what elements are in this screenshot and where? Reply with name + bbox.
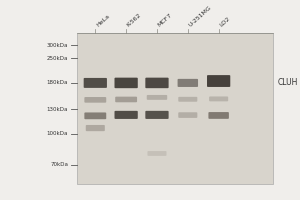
FancyBboxPatch shape [178,112,197,118]
FancyBboxPatch shape [84,97,106,103]
FancyBboxPatch shape [84,78,107,88]
Text: 130kDa: 130kDa [46,107,68,112]
FancyBboxPatch shape [115,97,137,102]
Text: CLUH: CLUH [278,78,298,87]
FancyBboxPatch shape [178,97,197,102]
FancyBboxPatch shape [145,111,169,119]
Bar [77,33,273,184]
Text: 70kDa: 70kDa [50,162,68,167]
Text: U-251MG: U-251MG [188,4,212,27]
Text: MCF7: MCF7 [157,12,173,27]
FancyBboxPatch shape [86,125,105,131]
FancyBboxPatch shape [147,95,167,100]
Text: K-562: K-562 [126,12,142,27]
FancyBboxPatch shape [145,78,169,88]
Text: LO2: LO2 [219,16,231,27]
Text: HeLa: HeLa [95,13,110,27]
Text: 300kDa: 300kDa [46,43,68,48]
Text: 180kDa: 180kDa [46,80,68,85]
FancyBboxPatch shape [115,111,138,119]
Text: 250kDa: 250kDa [46,56,68,61]
FancyBboxPatch shape [208,112,229,119]
FancyBboxPatch shape [209,96,228,101]
FancyBboxPatch shape [178,79,198,87]
FancyBboxPatch shape [115,78,138,88]
FancyBboxPatch shape [207,75,230,87]
FancyBboxPatch shape [84,112,106,119]
Text: 100kDa: 100kDa [46,131,68,136]
FancyBboxPatch shape [147,151,167,156]
